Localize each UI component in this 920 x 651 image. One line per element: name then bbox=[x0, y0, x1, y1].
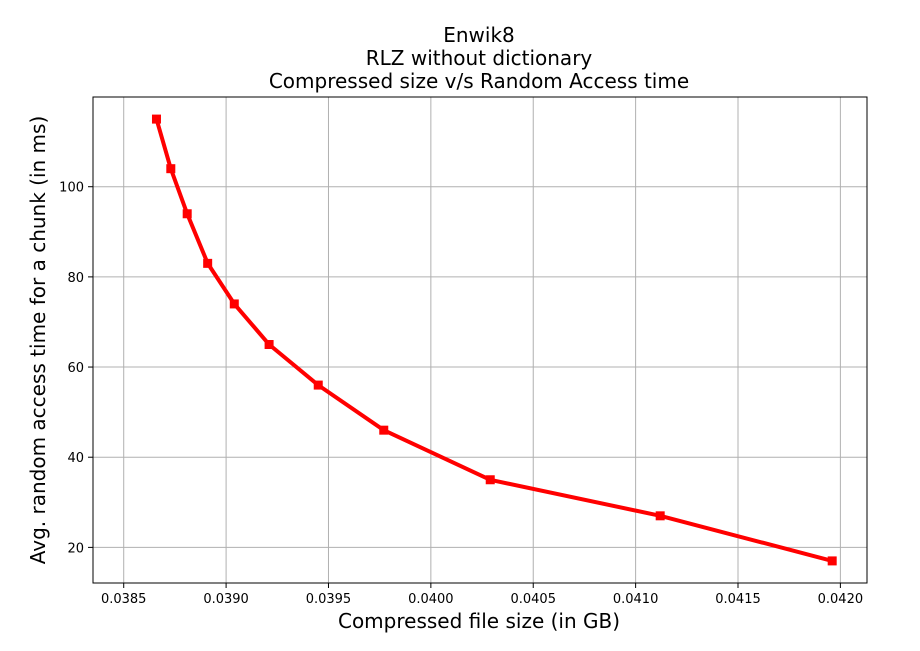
chart-title: Enwik8 RLZ without dictionary Compressed… bbox=[269, 23, 689, 93]
data-point bbox=[485, 475, 495, 485]
y-axis: 20 40 60 80 100 bbox=[59, 181, 93, 556]
x-tick-label: 0.0410 bbox=[613, 592, 659, 607]
y-tick-label: 20 bbox=[67, 541, 84, 556]
plot-area bbox=[151, 114, 837, 566]
x-tick-label: 0.0400 bbox=[408, 592, 454, 607]
data-point bbox=[166, 164, 176, 174]
grid-lines bbox=[93, 97, 867, 583]
chart-title-line-2: RLZ without dictionary bbox=[366, 46, 593, 70]
x-tick-label: 0.0405 bbox=[510, 592, 556, 607]
axes-frame bbox=[92, 96, 868, 584]
x-tick-label: 0.0395 bbox=[306, 592, 352, 607]
data-point bbox=[655, 511, 665, 521]
data-point bbox=[264, 340, 274, 350]
data-point bbox=[827, 556, 837, 566]
y-tick-label: 100 bbox=[59, 181, 84, 196]
y-tick-label: 80 bbox=[67, 271, 84, 286]
chart-title-line-3: Compressed size v/s Random Access time bbox=[269, 69, 689, 93]
data-point bbox=[203, 258, 213, 268]
y-tick-label: 60 bbox=[67, 361, 84, 376]
data-point bbox=[379, 425, 389, 435]
chart-title-line-1: Enwik8 bbox=[443, 23, 515, 47]
x-tick-label: 0.0415 bbox=[715, 592, 761, 607]
data-point bbox=[313, 380, 323, 390]
data-point bbox=[182, 209, 192, 219]
y-tick-label: 40 bbox=[67, 451, 84, 466]
data-point bbox=[151, 114, 161, 124]
y-axis-label: Avg. random access time for a chunk (in … bbox=[26, 116, 50, 565]
x-axis: 0.0385 0.0390 0.0395 0.0400 0.0405 0.0410 0.04… bbox=[101, 583, 863, 607]
x-tick-label: 0.0390 bbox=[203, 592, 249, 607]
x-tick-label: 0.0420 bbox=[818, 592, 864, 607]
x-axis-label: Compressed file size (in GB) bbox=[338, 609, 620, 633]
data-point bbox=[229, 299, 239, 309]
x-tick-label: 0.0385 bbox=[101, 592, 147, 607]
